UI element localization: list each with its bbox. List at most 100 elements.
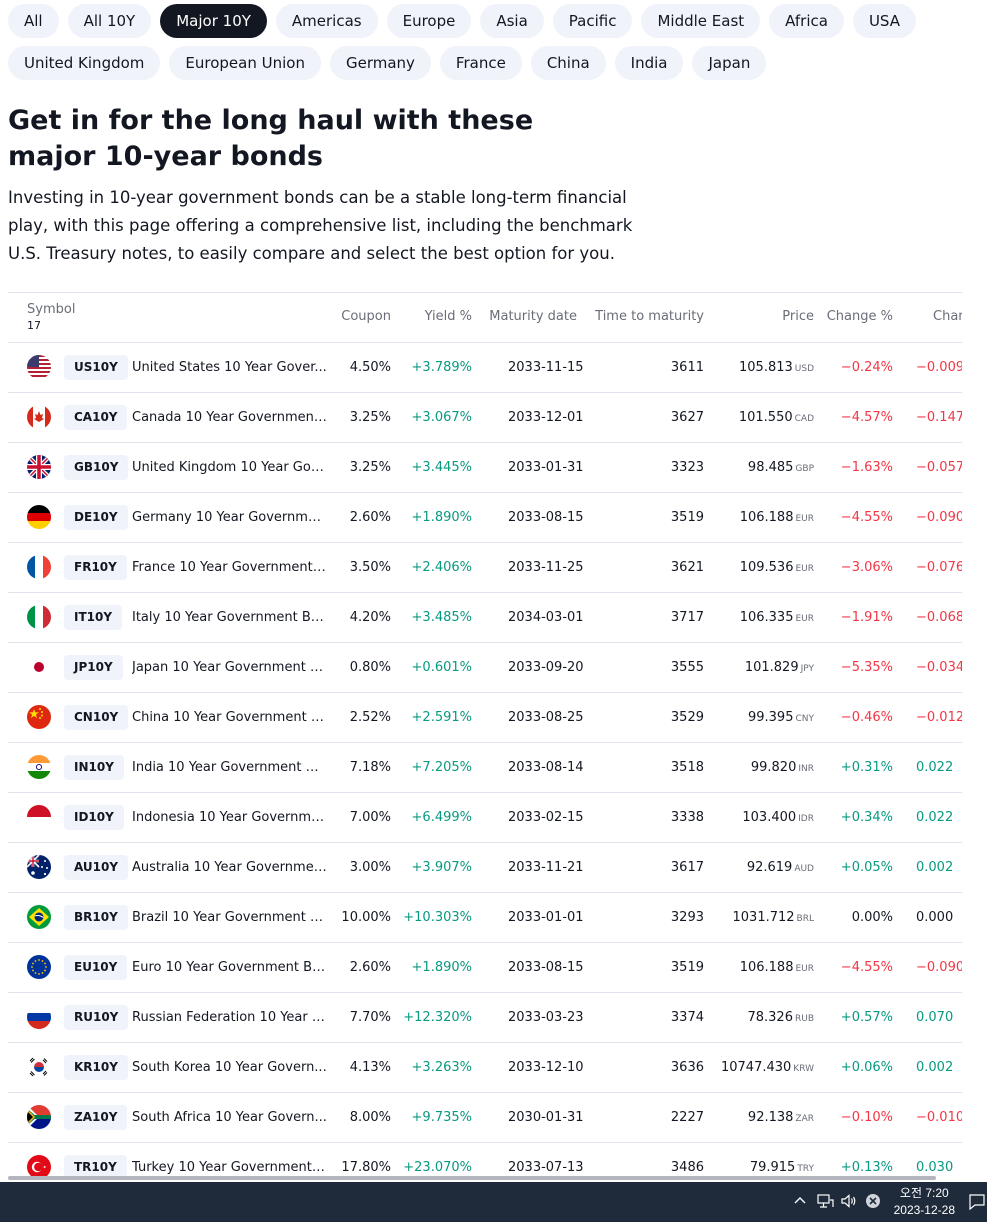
- column-header-coupon[interactable]: Coupon: [341, 309, 391, 324]
- filter-chip-germany[interactable]: Germany: [329, 46, 431, 80]
- bond-name[interactable]: Turkey 10 Year Government ...: [132, 1160, 327, 1175]
- ticker-badge[interactable]: US10Y: [64, 355, 128, 380]
- filter-chip-asia[interactable]: Asia: [480, 4, 544, 38]
- system-clock[interactable]: 오전 7:20 2023-12-28: [894, 1185, 955, 1219]
- filter-chip-france[interactable]: France: [439, 46, 522, 80]
- bond-name[interactable]: United States 10 Year Gover...: [132, 360, 327, 375]
- ticker-badge[interactable]: EU10Y: [64, 955, 128, 980]
- ticker-badge[interactable]: TR10Y: [64, 1155, 127, 1179]
- symbol-header-label: Symbol: [27, 302, 76, 317]
- speaker-icon[interactable]: [840, 1192, 858, 1210]
- maturity-date-value: 2033-02-15: [508, 810, 584, 825]
- table-row[interactable]: JP10Y Japan 10 Year Government B... 0.80% +…: [8, 643, 962, 693]
- table-row[interactable]: TR10Y Turkey 10 Year Government ... 17.80%…: [8, 1143, 962, 1179]
- chevron-up-icon[interactable]: [791, 1192, 809, 1210]
- ticker-badge[interactable]: FR10Y: [64, 555, 127, 580]
- table-row[interactable]: US10Y United States 10 Year Gover... 4.50%…: [8, 343, 962, 393]
- filter-chip-all[interactable]: All: [8, 4, 59, 38]
- column-header-price[interactable]: Price: [782, 309, 814, 324]
- ticker-badge[interactable]: AU10Y: [64, 855, 129, 880]
- bond-name[interactable]: Japan 10 Year Government B...: [132, 660, 327, 675]
- ticker-badge[interactable]: IT10Y: [64, 605, 123, 630]
- bond-name[interactable]: Australia 10 Year Governmen...: [132, 860, 327, 875]
- table-row[interactable]: ID10Y Indonesia 10 Year Governme... 7.00% +…: [8, 793, 962, 843]
- bond-name[interactable]: South Africa 10 Year Govern...: [132, 1110, 327, 1125]
- table-row[interactable]: AU10Y Australia 10 Year Governmen... 3.00%…: [8, 843, 962, 893]
- price-value: 106.188: [739, 960, 794, 975]
- filter-chip-africa[interactable]: Africa: [769, 4, 844, 38]
- column-header-time-to-maturity[interactable]: Time to maturity: [595, 309, 704, 324]
- filter-chip-united-kingdom[interactable]: United Kingdom: [8, 46, 161, 80]
- filter-chip-europe[interactable]: Europe: [386, 4, 472, 38]
- change-value: −0.057: [916, 460, 962, 475]
- price-cell: 106.188 EUR: [740, 493, 814, 542]
- time-to-maturity-value: 3519: [670, 960, 704, 975]
- column-header-maturity-date[interactable]: Maturity date: [489, 309, 577, 324]
- ticker-badge[interactable]: BR10Y: [64, 905, 128, 930]
- bond-name[interactable]: China 10 Year Government B...: [132, 710, 327, 725]
- table-row[interactable]: GB10Y United Kingdom 10 Year Gov... 3.25% +…: [8, 443, 962, 493]
- column-header-change[interactable]: Chan: [933, 309, 962, 324]
- horizontal-scrollbar[interactable]: [8, 1176, 936, 1180]
- ticker-badge[interactable]: RU10Y: [64, 1005, 129, 1030]
- bond-name[interactable]: South Korea 10 Year Govern...: [132, 1060, 327, 1075]
- table-row[interactable]: FR10Y France 10 Year Government ... 3.50% +…: [8, 543, 962, 593]
- filter-chip-european-union[interactable]: European Union: [169, 46, 321, 80]
- table-row[interactable]: IT10Y Italy 10 Year Government Bo... 4.20%…: [8, 593, 962, 643]
- filter-chip-japan[interactable]: Japan: [692, 46, 767, 80]
- bond-name[interactable]: Germany 10 Year Governmen...: [132, 510, 327, 525]
- network-icon[interactable]: [816, 1192, 834, 1210]
- table-row[interactable]: ZA10Y South Africa 10 Year Govern... 8.00%…: [8, 1093, 962, 1143]
- time-to-maturity-value: 3374: [670, 1010, 704, 1025]
- notification-icon[interactable]: [967, 1192, 987, 1212]
- ticker-badge[interactable]: ZA10Y: [64, 1105, 128, 1130]
- time-to-maturity-value: 3717: [670, 610, 704, 625]
- table-row[interactable]: DE10Y Germany 10 Year Governmen... 2.60% +1…: [8, 493, 962, 543]
- change-value: 0.070: [916, 1010, 954, 1025]
- filter-chip-middle-east[interactable]: Middle East: [641, 4, 761, 38]
- column-header-change-percent[interactable]: Change %: [826, 309, 893, 324]
- table-row[interactable]: KR10Y South Korea 10 Year Govern... 4.13% +…: [8, 1043, 962, 1093]
- time-to-maturity-value: 3486: [670, 1160, 704, 1175]
- ticker-badge[interactable]: GB10Y: [64, 455, 129, 480]
- filter-chip-india[interactable]: India: [614, 46, 684, 80]
- filter-chip-pacific[interactable]: Pacific: [552, 4, 633, 38]
- time-to-maturity-value: 3338: [670, 810, 704, 825]
- bond-name[interactable]: Canada 10 Year Government ...: [132, 410, 327, 425]
- price-cell: 92.619 AUD: [747, 843, 814, 892]
- time-to-maturity-value: 3617: [670, 860, 704, 875]
- coupon-value: 3.25%: [349, 460, 391, 475]
- bond-name[interactable]: Brazil 10 Year Government B...: [132, 910, 327, 925]
- bond-name[interactable]: Indonesia 10 Year Governme...: [132, 810, 327, 825]
- table-row[interactable]: EU10Y Euro 10 Year Government Bo... 2.60% +…: [8, 943, 962, 993]
- filter-chip-major-10y[interactable]: Major 10Y: [160, 4, 267, 38]
- bond-name[interactable]: Russian Federation 10 Year G...: [132, 1010, 327, 1025]
- bond-name[interactable]: Italy 10 Year Government Bo...: [132, 610, 327, 625]
- bond-name[interactable]: United Kingdom 10 Year Gov...: [132, 460, 327, 475]
- table-row[interactable]: RU10Y Russian Federation 10 Year G... 7.70…: [8, 993, 962, 1043]
- filter-chip-americas[interactable]: Americas: [275, 4, 378, 38]
- filter-chip-china[interactable]: China: [530, 46, 606, 80]
- ticker-badge[interactable]: KR10Y: [64, 1055, 128, 1080]
- ticker-badge[interactable]: DE10Y: [64, 505, 128, 530]
- ticker-badge[interactable]: CA10Y: [64, 405, 128, 430]
- column-header-symbol[interactable]: Symbol 17: [27, 302, 75, 334]
- mute-status-icon[interactable]: [864, 1192, 882, 1210]
- table-row[interactable]: CA10Y Canada 10 Year Government ... 3.25% +…: [8, 393, 962, 443]
- coupon-value: 2.60%: [349, 510, 391, 525]
- change-percent-value: −5.35%: [840, 660, 893, 675]
- table-row[interactable]: BR10Y Brazil 10 Year Government B... 10.00…: [8, 893, 962, 943]
- price-value: 101.829: [744, 660, 799, 675]
- bond-name[interactable]: Euro 10 Year Government Bo...: [132, 960, 327, 975]
- table-row[interactable]: IN10Y India 10 Year Government Bo... 7.18%…: [8, 743, 962, 793]
- filter-chip-usa[interactable]: USA: [852, 4, 916, 38]
- table-row[interactable]: CN10Y China 10 Year Government B... 2.52% +…: [8, 693, 962, 743]
- ticker-badge[interactable]: ID10Y: [64, 805, 124, 830]
- bond-name[interactable]: India 10 Year Government Bo...: [132, 760, 327, 775]
- bond-name[interactable]: France 10 Year Government ...: [132, 560, 327, 575]
- filter-chip-all-10y[interactable]: All 10Y: [67, 4, 152, 38]
- ticker-badge[interactable]: IN10Y: [64, 755, 124, 780]
- column-header-yield[interactable]: Yield %: [424, 309, 472, 324]
- ticker-badge[interactable]: JP10Y: [64, 655, 123, 680]
- ticker-badge[interactable]: CN10Y: [64, 705, 129, 730]
